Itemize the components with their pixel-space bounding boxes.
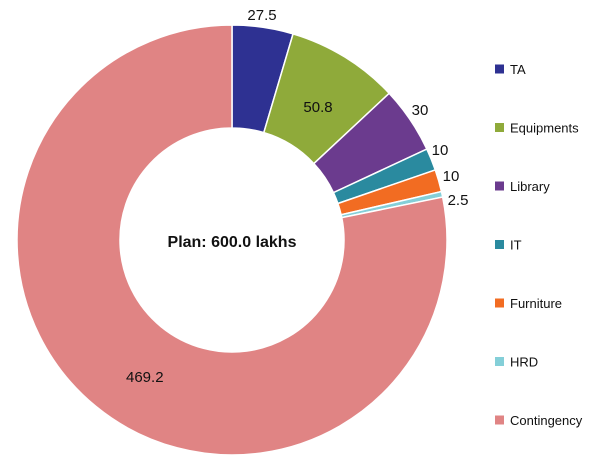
legend-label-library: Library (510, 179, 550, 194)
value-label-contingency: 469.2 (126, 369, 164, 386)
center-label: Plan: 600.0 lakhs (168, 234, 297, 251)
legend-item-equipments: Equipments (495, 121, 579, 136)
legend-swatch-ta (495, 64, 504, 74)
legend-item-ta: TA (495, 62, 526, 77)
value-label-hrd: 2.5 (448, 192, 469, 209)
legend-item-contingency: Contingency (495, 413, 583, 428)
legend-swatch-equipments (495, 123, 504, 132)
legend: TA Equipments Library IT Furniture HRD Conting… (495, 62, 583, 428)
legend-swatch-contingency (495, 415, 504, 425)
legend-swatch-hrd (495, 357, 504, 366)
legend-item-library: Library (495, 179, 550, 194)
value-label-it: 10 (432, 142, 449, 159)
value-label-library: 30 (412, 102, 429, 119)
legend-label-hrd: HRD (510, 355, 538, 370)
legend-item-it: IT (495, 238, 522, 253)
value-labels: 27.5 50.8 30 10 10 2.5 469.2 (126, 7, 468, 386)
legend-label-equipments: Equipments (510, 121, 579, 136)
value-label-equipments: 50.8 (303, 99, 332, 116)
legend-label-contingency: Contingency (510, 413, 583, 428)
legend-item-furniture: Furniture (495, 296, 562, 311)
legend-label-it: IT (510, 238, 522, 253)
donut-slices (16, 24, 448, 456)
slice-contingency (16, 24, 448, 456)
value-label-ta: 27.5 (247, 7, 276, 24)
legend-swatch-it (495, 240, 504, 249)
legend-swatch-furniture (495, 298, 504, 308)
legend-item-hrd: HRD (495, 355, 538, 370)
value-label-furniture: 10 (443, 168, 460, 185)
legend-label-furniture: Furniture (510, 296, 562, 311)
legend-label-ta: TA (510, 62, 526, 77)
legend-swatch-library (495, 181, 504, 191)
